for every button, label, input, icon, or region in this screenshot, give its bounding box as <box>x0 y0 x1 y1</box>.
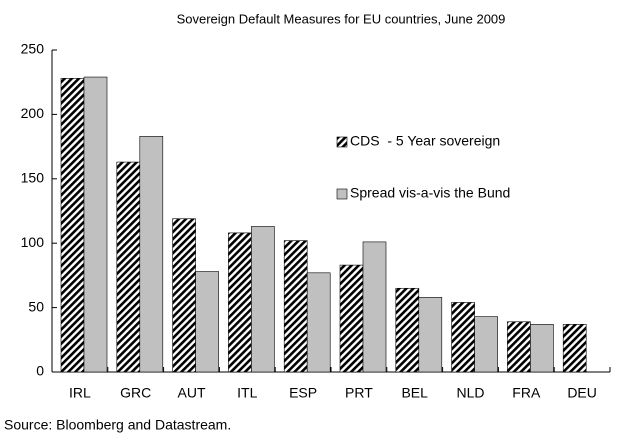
x-tick-label: GRC <box>120 385 151 401</box>
x-tick-label: BEL <box>401 385 428 401</box>
chart-title: Sovereign Default Measures for EU countr… <box>177 11 506 26</box>
bar <box>451 302 475 373</box>
y-tick-label: 50 <box>28 298 44 314</box>
bar <box>339 264 364 373</box>
bar <box>562 324 587 373</box>
legend-label: CDS - 5 Year sovereign <box>350 133 500 149</box>
bar <box>507 321 531 373</box>
bar <box>530 324 554 373</box>
bar <box>418 296 443 373</box>
bar <box>60 78 85 373</box>
bar <box>306 272 331 373</box>
x-tick-label: FRA <box>512 385 541 401</box>
y-tick-label: 0 <box>36 363 44 379</box>
x-tick-label: AUT <box>178 385 206 401</box>
legend-swatch <box>336 188 348 200</box>
bar <box>228 232 252 373</box>
x-tick-label: ITL <box>237 385 257 401</box>
legend-swatch <box>336 136 348 148</box>
x-tick-label: PRT <box>345 385 373 401</box>
bar <box>283 240 308 373</box>
bar <box>83 76 108 373</box>
x-tick-label: ESP <box>289 385 317 401</box>
bar <box>195 271 219 373</box>
bar <box>362 241 387 373</box>
bar <box>139 135 164 373</box>
bar <box>474 316 498 373</box>
bar <box>395 287 420 373</box>
bar <box>116 161 141 373</box>
y-tick-label: 200 <box>21 105 45 121</box>
legend-label: Spread vis-a-vis the Bund <box>350 185 510 201</box>
x-tick-label: IRL <box>69 385 91 401</box>
x-tick-label: DEU <box>567 385 597 401</box>
bar <box>251 226 275 373</box>
source-note: Source: Bloomberg and Datastream. <box>4 417 231 433</box>
y-tick-label: 150 <box>21 170 45 186</box>
bar <box>172 218 196 373</box>
y-tick-label: 100 <box>21 234 45 250</box>
x-tick-label: NLD <box>456 385 484 401</box>
y-tick-label: 250 <box>21 41 45 57</box>
